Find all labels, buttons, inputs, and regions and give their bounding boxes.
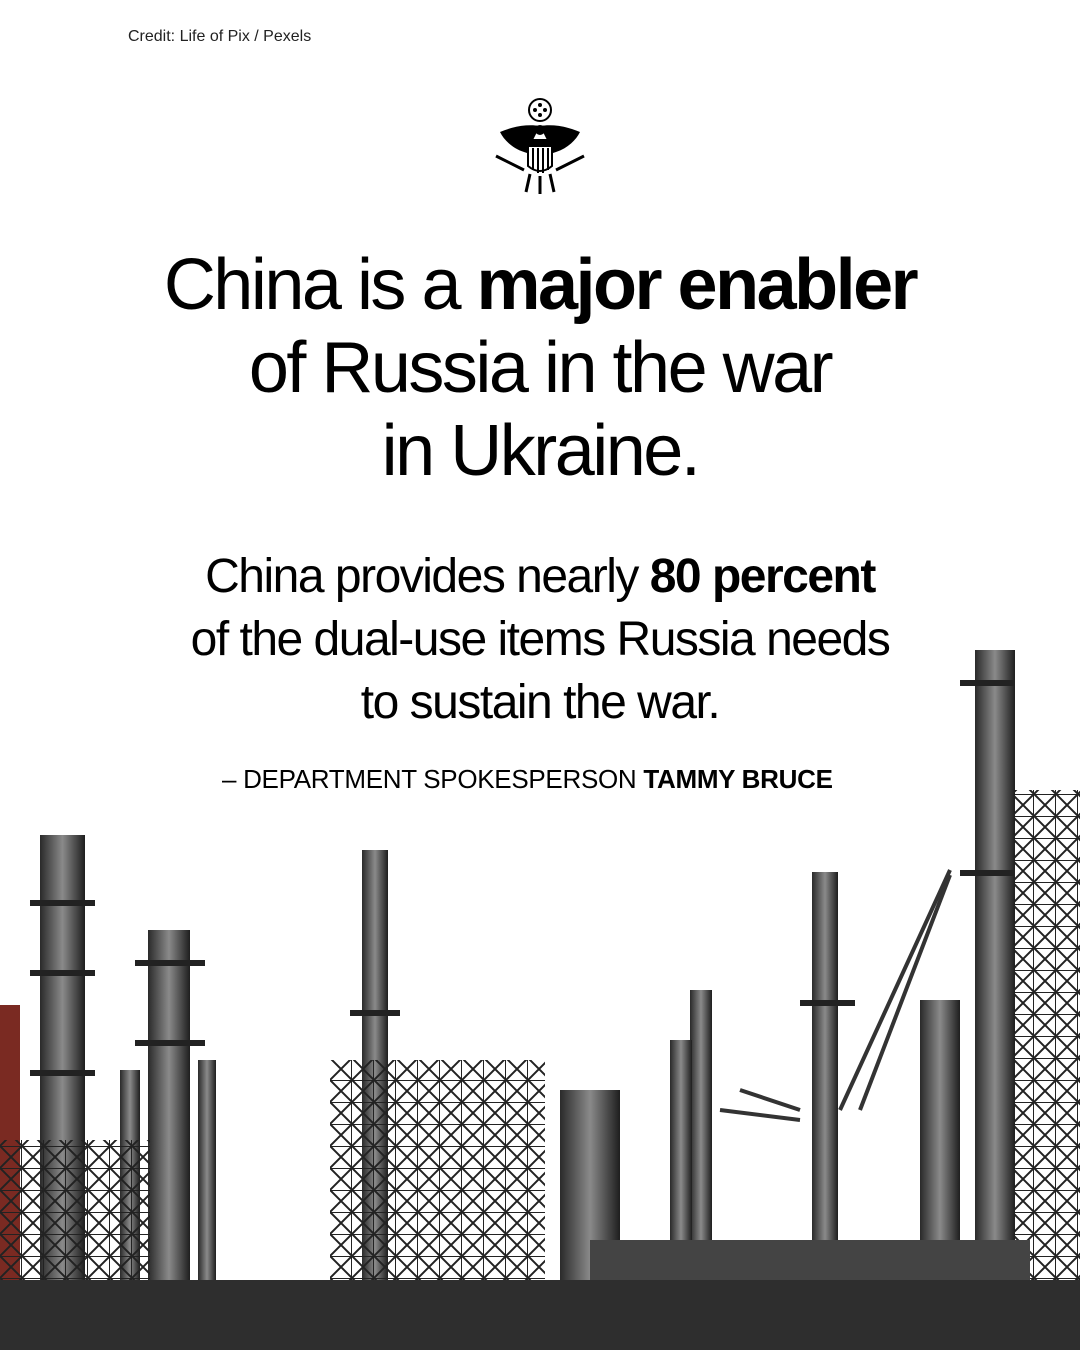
refinery-photo (0, 650, 1080, 1350)
headline-text-line2: of Russia in the war in Ukraine. (248, 328, 834, 491)
refinery-structures (0, 1060, 1080, 1350)
subtext-text-rest: of the dual-use items Russia needs to sus… (190, 613, 891, 729)
attribution-name: TAMMY BRUCE (643, 764, 833, 794)
headline: China is a major enabler of Russia in th… (0, 244, 1080, 493)
subtext: China provides nearly 80 percent of the … (0, 545, 1080, 734)
great-seal-eagle-icon (495, 98, 585, 194)
headline-bold-text: major enabler (476, 245, 918, 325)
attribution: – DEPARTMENT SPOKESPERSON TAMMY BRUCE (222, 764, 833, 795)
photo-credit: Credit: Life of Pix / Pexels (128, 28, 312, 45)
crane (719, 869, 952, 1122)
subtext-text: China provides nearly (205, 550, 650, 603)
subtext-bold-text: 80 percent (649, 550, 877, 603)
platforms (30, 680, 1015, 1076)
headline-text: China is a (163, 245, 477, 325)
attribution-prefix: – DEPARTMENT SPOKESPERSON (222, 764, 644, 794)
